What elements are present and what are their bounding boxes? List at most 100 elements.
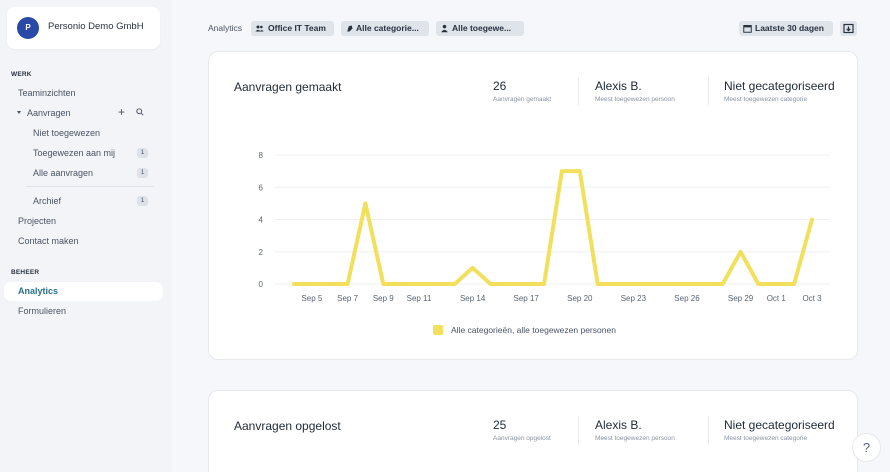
- data-point: [525, 283, 527, 285]
- data-point: [757, 283, 759, 285]
- data-point: [436, 283, 438, 285]
- sidebar-item-analytics[interactable]: [4, 282, 163, 301]
- data-point: [668, 283, 670, 285]
- x-tick-label: Sep 26: [674, 294, 700, 303]
- date-range-button[interactable]: Laatste 30 dagen: [739, 21, 833, 36]
- x-tick-label: Sep 7: [337, 294, 358, 303]
- org-switcher[interactable]: P Personio Demo GmbH: [7, 7, 160, 49]
- y-tick-label: 4: [259, 216, 264, 225]
- card-title: Aanvragen opgelost: [234, 419, 341, 433]
- data-point: [740, 251, 742, 253]
- data-point: [597, 283, 599, 285]
- y-tick-label: 0: [259, 280, 264, 289]
- team-filter-label: Office IT Team: [268, 23, 326, 33]
- series-line: [292, 169, 814, 286]
- data-point: [454, 283, 456, 285]
- stat-value: Niet gecategoriseerd: [724, 79, 835, 93]
- chart-card-requests-created: Aanvragen gemaakt 26 Aanvragen gemaakt A…: [208, 51, 858, 360]
- stat-most-assigned-person: Alexis B. Meest toegewezen persoon: [595, 79, 675, 103]
- category-filter-label: Alle categorie...: [356, 23, 419, 33]
- plus-icon[interactable]: +: [118, 105, 126, 119]
- stat-value: Alexis B.: [595, 79, 642, 93]
- data-point: [507, 283, 509, 285]
- x-tick-label: Sep 11: [407, 294, 432, 303]
- data-point: [811, 219, 813, 220]
- data-point: [632, 283, 634, 285]
- data-point: [775, 283, 777, 285]
- export-icon: [843, 23, 854, 34]
- divider: [578, 77, 579, 105]
- search-icon[interactable]: [136, 108, 144, 116]
- org-avatar: P: [17, 17, 39, 39]
- divider: [26, 186, 154, 187]
- caret-down-icon[interactable]: [17, 111, 21, 114]
- data-point: [793, 283, 795, 285]
- sidebar-item-analytics-label: Analytics: [18, 286, 59, 296]
- x-tick-label: Oct 1: [767, 294, 787, 303]
- sidebar-item-projecten[interactable]: Projecten: [18, 216, 57, 226]
- chart-card-requests-resolved: Aanvragen opgelost 25 Aanvragen opgelost…: [208, 390, 858, 472]
- sidebar-item-toegewezen-aan-mij[interactable]: Toegewezen aan mij: [33, 148, 116, 158]
- data-point: [329, 283, 331, 285]
- data-point: [489, 283, 491, 285]
- y-tick-label: 8: [259, 151, 264, 160]
- sidebar: P Personio Demo GmbH WERK Teaminzichten …: [0, 0, 171, 472]
- data-point: [615, 283, 617, 285]
- x-tick-label: Sep 20: [567, 294, 593, 303]
- data-point: [722, 283, 724, 285]
- x-tick-label: Sep 14: [460, 294, 486, 303]
- data-point: [382, 283, 384, 285]
- stat-label: Aanvragen gemaakt: [493, 96, 552, 103]
- category-filter-button[interactable]: Alle categorie...: [341, 21, 429, 36]
- legend-swatch: [433, 325, 443, 335]
- org-name: Personio Demo GmbH: [48, 21, 144, 32]
- assignee-filter-label: Alle toegewe...: [452, 23, 512, 33]
- sidebar-item-contact-maken[interactable]: Contact maken: [18, 236, 79, 246]
- stat-value: 25: [493, 418, 507, 432]
- data-point: [579, 170, 581, 172]
- stat-most-assigned-category: Niet gecategoriseerd Meest toegewezen ca…: [724, 79, 835, 103]
- legend-label: Alle categorieën, alle toegewezen person…: [451, 325, 616, 335]
- sidebar-item-niet-toegewezen[interactable]: Niet toegewezen: [33, 128, 101, 138]
- x-tick-label: Sep 5: [301, 294, 322, 303]
- data-point: [561, 170, 563, 172]
- count-badge: 1: [137, 148, 148, 158]
- people-icon: [255, 25, 264, 32]
- team-filter-button[interactable]: Office IT Team: [251, 21, 334, 36]
- assignee-filter-button[interactable]: Alle toegewe...: [436, 21, 524, 36]
- sidebar-item-teaminzichten[interactable]: Teaminzichten: [18, 88, 76, 98]
- x-tick-label: Sep 23: [621, 294, 647, 303]
- sidebar-item-aanvragen[interactable]: Aanvragen: [27, 108, 71, 118]
- stat-label: Meest toegewezen categorie: [724, 96, 808, 103]
- export-button[interactable]: [840, 21, 857, 36]
- x-tick-label: Oct 3: [802, 294, 822, 303]
- stat-value: 26: [493, 79, 507, 93]
- person-icon: [441, 24, 448, 33]
- sidebar-item-formulieren[interactable]: Formulieren: [18, 306, 67, 316]
- data-point: [704, 283, 706, 285]
- stat-label: Meest toegewezen persoon: [595, 96, 675, 103]
- count-badge: 1: [137, 196, 148, 206]
- help-button[interactable]: ?: [852, 433, 881, 462]
- data-point: [311, 283, 313, 285]
- stat-requests-resolved: 25 Aanvragen opgelost: [493, 418, 551, 442]
- y-tick-label: 2: [259, 248, 264, 257]
- data-point: [543, 283, 545, 285]
- stat-label: Meest toegewezen categorie: [724, 435, 808, 442]
- data-point: [364, 202, 366, 204]
- count-badge: 1: [137, 168, 148, 178]
- data-point: [472, 267, 474, 269]
- sidebar-item-alle-aanvragen[interactable]: Alle aanvragen: [33, 168, 94, 178]
- stat-most-assigned-person: Alexis B. Meest toegewezen persoon: [595, 418, 675, 442]
- stat-requests-created: 26 Aanvragen gemaakt: [493, 79, 551, 103]
- stat-value: Alexis B.: [595, 418, 642, 432]
- data-point: [293, 283, 295, 285]
- stat-label: Meest toegewezen persoon: [595, 435, 675, 442]
- sidebar-item-archief[interactable]: Archief: [33, 196, 62, 206]
- date-range-label: Laatste 30 dagen: [755, 23, 824, 33]
- y-tick-label: 6: [259, 183, 264, 192]
- data-point: [650, 283, 652, 285]
- card-title: Aanvragen gemaakt: [234, 80, 342, 94]
- section-heading-werk: WERK: [11, 71, 32, 78]
